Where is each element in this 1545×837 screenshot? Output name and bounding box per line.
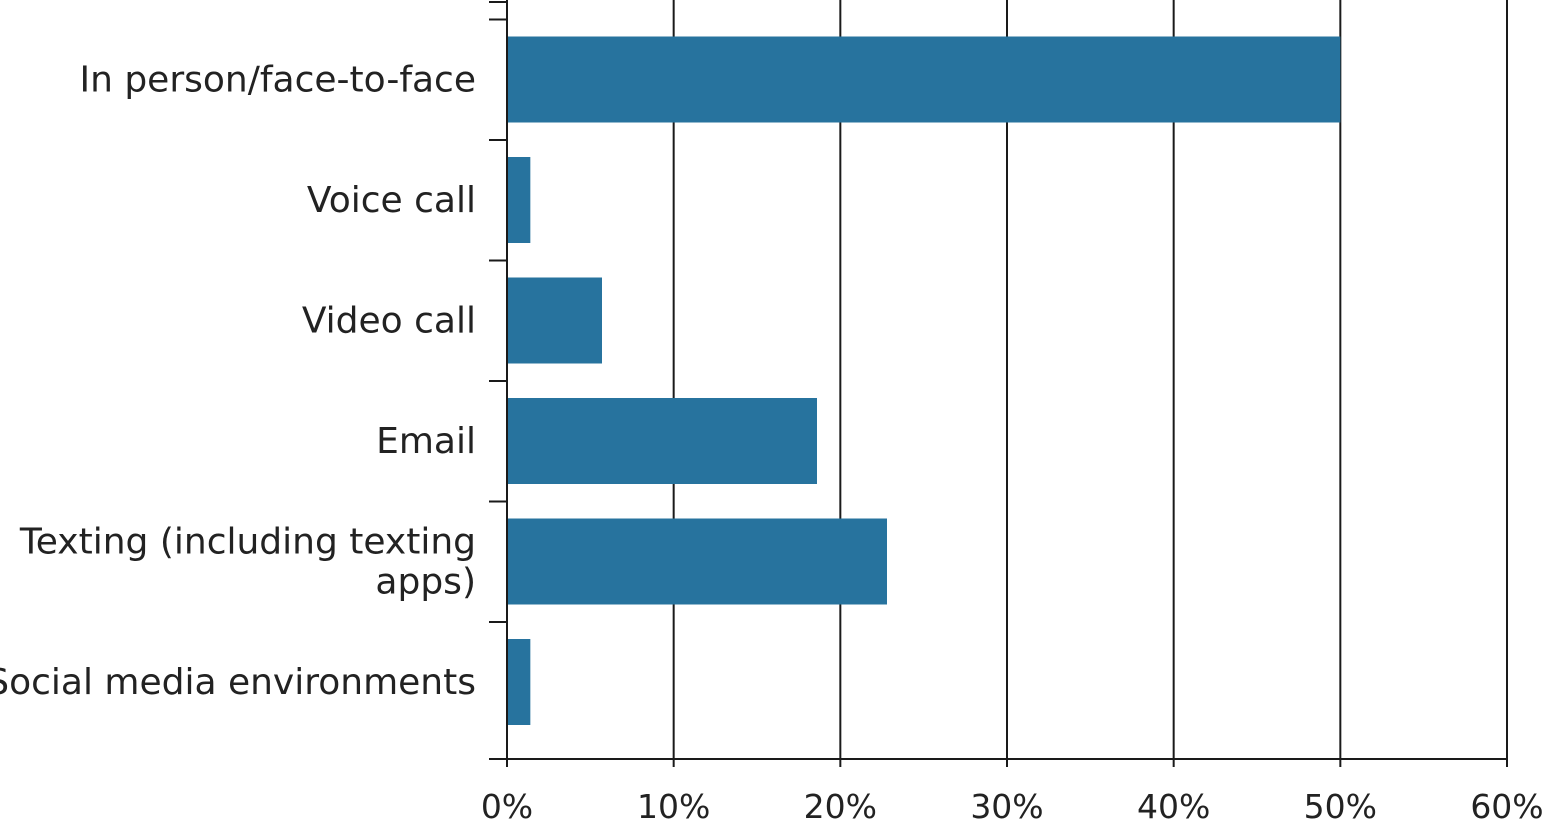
gridlines [672,0,1508,759]
category-label: Email [376,421,476,462]
category-label-line: Video call [302,301,476,342]
category-label-line: Email [376,421,476,462]
x-tick-label: 0% [481,787,533,826]
category-label-line: Social media environments [0,662,476,703]
category-label-line: Texting (including texting [19,522,476,563]
category-label: Voice call [307,180,476,221]
x-tick-label: 40% [1137,787,1210,826]
category-label-line: In person/face-to-face [79,60,476,101]
category-label: Video call [302,301,476,342]
axes [489,0,1508,767]
category-label-line: Voice call [307,180,476,221]
x-tick-label: 10% [637,787,710,826]
x-tick-label: 60% [1470,787,1543,826]
bar [507,518,887,605]
x-tick-label: 50% [1304,787,1377,826]
category-label-line: apps) [375,562,476,603]
bar [507,157,531,243]
category-label: In person/face-to-face [79,60,476,101]
x-tick-label: 20% [804,787,877,826]
labels: 0% 10% 20% 30% 40% 50% 60% In person/face-to-fa… [0,60,1544,827]
bar [507,36,1341,123]
x-tick-label: 30% [970,787,1043,826]
category-label: Social media environments [0,662,476,703]
category-label: Texting (including texting apps) [19,522,476,603]
bars [507,36,1341,725]
bar [507,398,817,484]
bar [507,277,602,364]
bar [507,639,531,725]
